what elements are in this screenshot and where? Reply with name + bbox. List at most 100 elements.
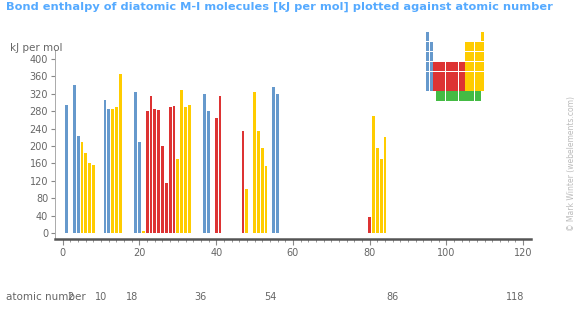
Bar — [439, 62, 442, 71]
Bar — [472, 52, 474, 61]
Bar — [445, 62, 449, 71]
Bar — [468, 82, 471, 91]
Bar — [468, 42, 471, 51]
Bar — [462, 82, 465, 91]
Bar — [468, 91, 471, 101]
Bar — [245, 189, 248, 233]
Bar — [449, 91, 452, 101]
Bar — [157, 110, 160, 233]
Bar — [426, 52, 429, 61]
Text: 18: 18 — [126, 292, 138, 302]
Bar — [472, 42, 474, 51]
Bar — [176, 159, 179, 233]
Bar — [180, 89, 183, 233]
Bar — [173, 106, 175, 233]
Bar — [165, 183, 168, 233]
Bar — [478, 82, 481, 91]
Bar — [474, 91, 478, 101]
Bar — [219, 96, 222, 233]
Bar — [107, 109, 110, 233]
Bar — [478, 91, 481, 101]
Bar — [430, 82, 433, 91]
Bar — [449, 82, 452, 91]
Bar — [459, 91, 462, 101]
Bar — [481, 72, 484, 81]
Bar — [73, 85, 76, 233]
Bar — [426, 82, 429, 91]
Bar — [215, 118, 218, 233]
Bar — [439, 91, 442, 101]
Text: 2: 2 — [67, 292, 74, 302]
Bar — [455, 62, 458, 71]
Bar — [443, 72, 445, 81]
Bar — [465, 42, 468, 51]
Bar — [455, 72, 458, 81]
Text: 118: 118 — [506, 292, 524, 302]
Bar — [380, 159, 383, 233]
Bar — [368, 217, 371, 233]
Bar — [445, 82, 449, 91]
Bar — [478, 52, 481, 61]
Bar — [88, 163, 91, 233]
Bar — [272, 87, 275, 233]
Bar — [449, 72, 452, 81]
Bar — [468, 52, 471, 61]
Bar — [169, 107, 172, 233]
Bar — [481, 42, 484, 51]
Bar — [372, 116, 375, 233]
Bar — [455, 91, 458, 101]
Bar — [103, 100, 106, 233]
Bar — [468, 72, 471, 81]
Bar — [426, 42, 429, 51]
Bar — [468, 62, 471, 71]
Text: 36: 36 — [195, 292, 207, 302]
Bar — [203, 94, 206, 233]
Bar — [134, 92, 137, 233]
Bar — [439, 72, 442, 81]
Bar — [150, 96, 153, 233]
Bar — [264, 166, 267, 233]
Bar — [430, 52, 433, 61]
Text: Bond enthalpy of diatomic M-I molecules [kJ per mol] plotted against atomic numb: Bond enthalpy of diatomic M-I molecules … — [6, 2, 553, 12]
Bar — [115, 107, 118, 233]
Text: 54: 54 — [264, 292, 276, 302]
Bar — [474, 72, 478, 81]
Bar — [481, 82, 484, 91]
Bar — [153, 109, 156, 233]
Bar — [472, 62, 474, 71]
Bar — [207, 111, 210, 233]
Bar — [433, 62, 436, 71]
Text: 10: 10 — [95, 292, 107, 302]
Bar — [426, 72, 429, 81]
Bar — [119, 74, 122, 233]
Bar — [146, 111, 148, 233]
Bar — [188, 105, 191, 233]
Bar — [77, 136, 79, 233]
Bar — [433, 82, 436, 91]
Bar — [161, 146, 164, 233]
Bar — [430, 42, 433, 51]
Text: atomic number: atomic number — [6, 292, 86, 302]
Bar — [426, 32, 429, 41]
Bar — [452, 82, 455, 91]
Bar — [472, 91, 474, 101]
Bar — [462, 62, 465, 71]
Bar — [257, 131, 260, 233]
Bar — [439, 82, 442, 91]
Text: © Mark Winter (webelements.com): © Mark Winter (webelements.com) — [567, 96, 576, 231]
Bar — [436, 62, 439, 71]
Bar — [481, 62, 484, 71]
Bar — [452, 72, 455, 81]
Bar — [452, 62, 455, 71]
Bar — [465, 72, 468, 81]
Bar — [242, 131, 245, 233]
Bar — [465, 91, 468, 101]
Bar — [276, 94, 279, 233]
Bar — [465, 82, 468, 91]
Bar — [430, 72, 433, 81]
Bar — [436, 91, 439, 101]
Bar — [465, 62, 468, 71]
Bar — [111, 109, 114, 233]
Bar — [81, 142, 84, 233]
Bar — [443, 62, 445, 71]
